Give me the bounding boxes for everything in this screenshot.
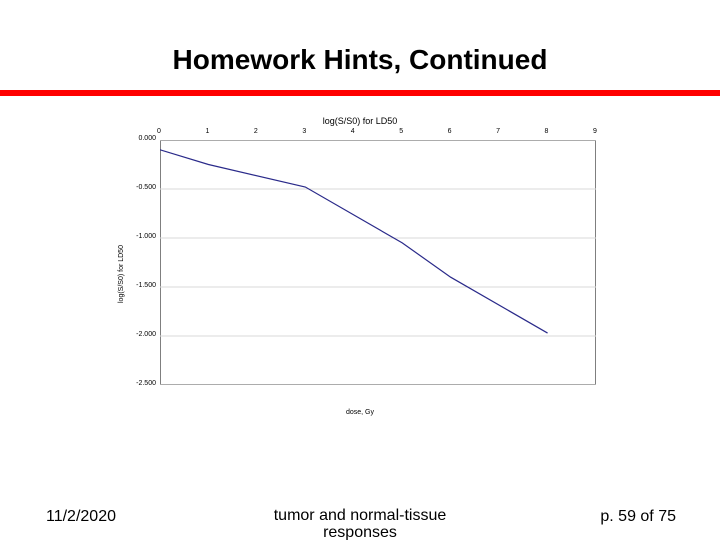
- page-title: Homework Hints, Continued: [0, 44, 720, 76]
- x-tick-label: 1: [205, 128, 209, 135]
- slide: Homework Hints, Continued log(S/S0) for …: [0, 0, 720, 540]
- y-tick-label: 0.000: [138, 135, 156, 142]
- y-tick-label: -2.500: [136, 380, 156, 387]
- x-tick-label: 2: [254, 128, 258, 135]
- footer-subject-line1: tumor and normal-tissue: [274, 507, 447, 524]
- x-tick-label: 7: [496, 128, 500, 135]
- chart-x-axis-label: dose, Gy: [100, 409, 620, 416]
- x-tick-label: 5: [399, 128, 403, 135]
- chart-title: log(S/S0) for LD50: [100, 116, 620, 126]
- y-tick-label: -1.000: [136, 233, 156, 240]
- title-underline: [0, 90, 720, 96]
- chart-svg: [160, 140, 596, 385]
- x-tick-label: 0: [157, 128, 161, 135]
- chart-plot-area: [160, 140, 596, 385]
- x-tick-label: 6: [448, 128, 452, 135]
- x-tick-label: 9: [593, 128, 597, 135]
- y-tick-label: -0.500: [136, 184, 156, 191]
- chart-y-axis-label: log(S/S0) for LD50: [118, 245, 125, 303]
- x-tick-label: 3: [302, 128, 306, 135]
- x-tick-label: 8: [545, 128, 549, 135]
- y-tick-label: -1.500: [136, 282, 156, 289]
- y-tick-label: -2.000: [136, 331, 156, 338]
- chart-container: log(S/S0) for LD50 log(S/S0) for LD50 do…: [100, 110, 620, 430]
- x-tick-label: 4: [351, 128, 355, 135]
- footer-subject-line2: responses: [323, 524, 397, 540]
- footer-page-number: p. 59 of 75: [600, 508, 676, 526]
